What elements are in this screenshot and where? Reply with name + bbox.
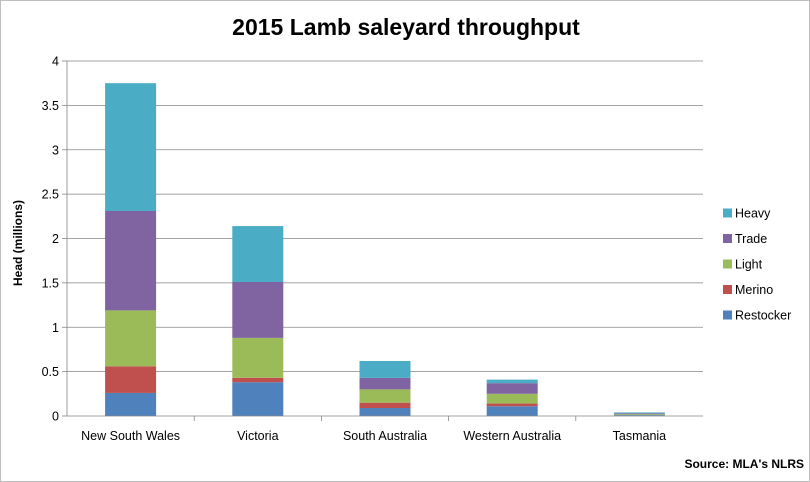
bar-segment-light	[486, 393, 538, 404]
y-tick-label: 1.5	[42, 276, 59, 290]
chart-title: 2015 Lamb saleyard throughput	[232, 14, 580, 40]
legend-label-restocker: Restocker	[735, 309, 791, 323]
y-tick-label: 2.5	[42, 188, 59, 202]
legend: Heavy Trade Light Merino Restocker	[723, 207, 791, 323]
bar-segment-trade	[105, 210, 157, 311]
bar-segment-heavy	[105, 83, 157, 211]
bar-segment-merino	[232, 377, 284, 383]
bar-segment-merino	[105, 366, 157, 393]
y-axis-label: Head (millions)	[11, 200, 25, 286]
x-tick-labels: New South Wales Victoria South Australia We…	[81, 416, 666, 443]
bar-segment-heavy	[613, 412, 665, 414]
bar-segment-trade	[232, 281, 284, 338]
bar-segment-light	[359, 389, 411, 403]
legend-swatch-heavy	[723, 208, 732, 218]
bar-segment-light	[613, 414, 665, 416]
y-tick-label: 1	[52, 321, 59, 335]
legend-label-heavy: Heavy	[735, 207, 771, 221]
x-tick-label: New South Wales	[81, 429, 180, 443]
y-tick-label: 3.5	[42, 99, 59, 113]
bar-segment-merino	[359, 402, 411, 409]
legend-swatch-restocker	[723, 310, 732, 320]
x-tick-label: Western Australia	[463, 429, 561, 443]
bar-segment-light	[105, 310, 157, 367]
x-tick-label: South Australia	[343, 429, 427, 443]
bar-segment-restocker	[613, 415, 665, 416]
bar-segment-restocker	[105, 392, 157, 416]
bar-segment-restocker	[232, 382, 284, 416]
y-tick-label: 3	[52, 143, 59, 157]
legend-label-light: Light	[735, 258, 763, 272]
y-tick-label: 0.5	[42, 365, 59, 379]
legend-swatch-trade	[723, 234, 732, 243]
bar-segment-restocker	[359, 408, 411, 416]
bar-segment-heavy	[359, 360, 411, 378]
bar-segment-merino	[486, 403, 538, 407]
bar-segment-restocker	[486, 406, 538, 416]
bar-segment-light	[232, 337, 284, 378]
legend-label-trade: Trade	[735, 232, 767, 246]
bar-segment-trade	[359, 377, 411, 390]
bars	[105, 83, 665, 416]
gridlines	[62, 60, 703, 417]
x-tick-label: Victoria	[237, 429, 279, 443]
bar-segment-heavy	[232, 226, 284, 282]
y-tick-label: 2	[52, 232, 59, 246]
y-tick-label: 0	[52, 410, 59, 424]
y-tick-label: 4	[52, 55, 59, 69]
x-tick-label: Tasmania	[613, 429, 667, 443]
legend-swatch-merino	[723, 285, 732, 294]
y-tick-labels: 0 0.5 1 1.5 2 2.5 3 3.5 4	[42, 55, 59, 424]
bar-segment-trade	[486, 383, 538, 394]
bar-segment-trade	[613, 413, 665, 415]
bar-segment-heavy	[486, 379, 538, 384]
axes	[66, 61, 703, 417]
legend-swatch-light	[723, 259, 732, 269]
legend-label-merino: Merino	[735, 283, 773, 297]
source-note: Source: MLA's NLRS	[684, 457, 804, 471]
